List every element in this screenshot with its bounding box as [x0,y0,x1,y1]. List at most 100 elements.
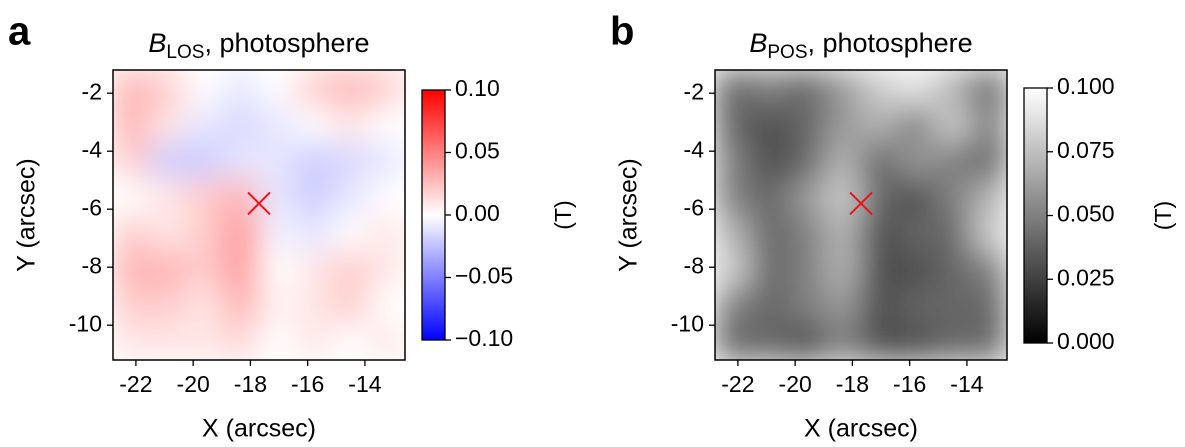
heatmap-cell [149,70,187,107]
heatmap-cell [222,70,260,107]
heatmap-cell [113,106,150,143]
heatmap-cell [186,178,223,216]
heatmap-cell [970,106,1007,143]
heatmap-cell [897,323,935,360]
heatmap-cell [934,106,971,143]
heatmap-cell [934,142,971,180]
heatmap-cell [113,178,150,216]
heatmap-cell [186,215,223,252]
heatmap-cell [368,70,405,107]
heatmap-cell [715,287,752,325]
heatmap-cell [186,287,223,325]
y-tick-label: -6 [684,194,704,220]
heatmap-image [715,70,1007,360]
heatmap-cell [259,251,296,288]
heatmap-cell [295,106,333,143]
x-axis-label: X (arcsec) [804,415,918,443]
axes-frame [112,69,406,361]
heatmap-cell [222,251,260,288]
heatmap-cell [222,106,260,143]
panel-title: BLOS, photosphere [148,28,369,63]
heatmap-cell [149,106,187,143]
heatmap-cell [368,287,405,325]
heatmap-cell [751,251,789,288]
heatmap-cell [970,142,1007,180]
heatmap [113,70,405,360]
x-tick-label: -20 [177,371,210,397]
heatmap-cell [970,70,1007,107]
colorbar-tick-label: 0.100 [1057,73,1115,99]
x-tick-label: -18 [836,371,869,397]
heatmap-cell [259,323,296,360]
heatmap-cell [824,287,862,325]
x-tick-label: -20 [779,371,812,397]
heatmap-cell [332,287,369,325]
panel-title: BPOS, photosphere [749,28,972,63]
heatmap-cell [934,287,971,325]
title-symbol: B [749,28,767,58]
heatmap-cell [149,251,187,288]
heatmap-cell [897,106,935,143]
heatmap-cell [897,287,935,325]
heatmap [715,70,1007,360]
x-tick-label: -18 [234,371,267,397]
heatmap-cell [897,178,935,216]
heatmap-cell [897,142,935,180]
heatmap-cell [222,323,260,360]
heatmap-cell [149,323,187,360]
heatmap-cell [113,287,150,325]
heatmap-cell [259,142,296,180]
heatmap-cell [970,251,1007,288]
heatmap-cell [295,215,333,252]
heatmap-cell [222,287,260,325]
heatmap-cell [259,106,296,143]
heatmap-cell [715,70,752,107]
colorbar-tick-label: 0.05 [455,138,500,164]
title-subscript: POS [767,42,807,63]
heatmap-cell [824,215,862,252]
heatmap-cell [861,142,898,180]
heatmap-cell [149,142,187,180]
colorbar-tick-label: 0.000 [1057,328,1115,354]
heatmap-cell [715,142,752,180]
heatmap-cell [113,323,150,360]
heatmap-cell [332,323,369,360]
heatmap-cell [259,70,296,107]
heatmap-cell [970,178,1007,216]
y-tick-label: -6 [82,194,102,220]
colorbar [421,89,446,341]
heatmap-cell [295,70,333,107]
heatmap-cell [751,106,789,143]
heatmap-cell [861,323,898,360]
y-tick-label: -2 [82,78,102,104]
heatmap-cell [113,142,150,180]
heatmap-cell [824,106,862,143]
heatmap-cell [259,287,296,325]
y-axis-label: Y (arcsec) [615,158,643,271]
heatmap-cell [934,178,971,216]
heatmap-cell [715,251,752,288]
heatmap-cell [295,178,333,216]
colorbar-tick-label: −0.05 [455,263,513,289]
heatmap-cell [332,178,369,216]
colorbar-label: (T) [1150,201,1176,230]
y-tick-label: -8 [684,252,704,278]
heatmap-cell [970,323,1007,360]
heatmap-cell [788,251,825,288]
heatmap-cell [934,70,971,107]
heatmap-cell [149,287,187,325]
colorbar [1023,87,1048,344]
heatmap-cell [934,251,971,288]
y-tick-label: -4 [684,136,705,162]
heatmap-cell [934,215,971,252]
marker [247,191,271,216]
heatmap-cell [149,215,187,252]
heatmap-cell [751,323,789,360]
heatmap-cell [368,142,405,180]
colorbar-tick-label: 0.10 [455,75,500,101]
heatmap-cell [113,70,150,107]
heatmap-cell [222,142,260,180]
axes-frame [714,69,1008,361]
heatmap-cell [368,215,405,252]
